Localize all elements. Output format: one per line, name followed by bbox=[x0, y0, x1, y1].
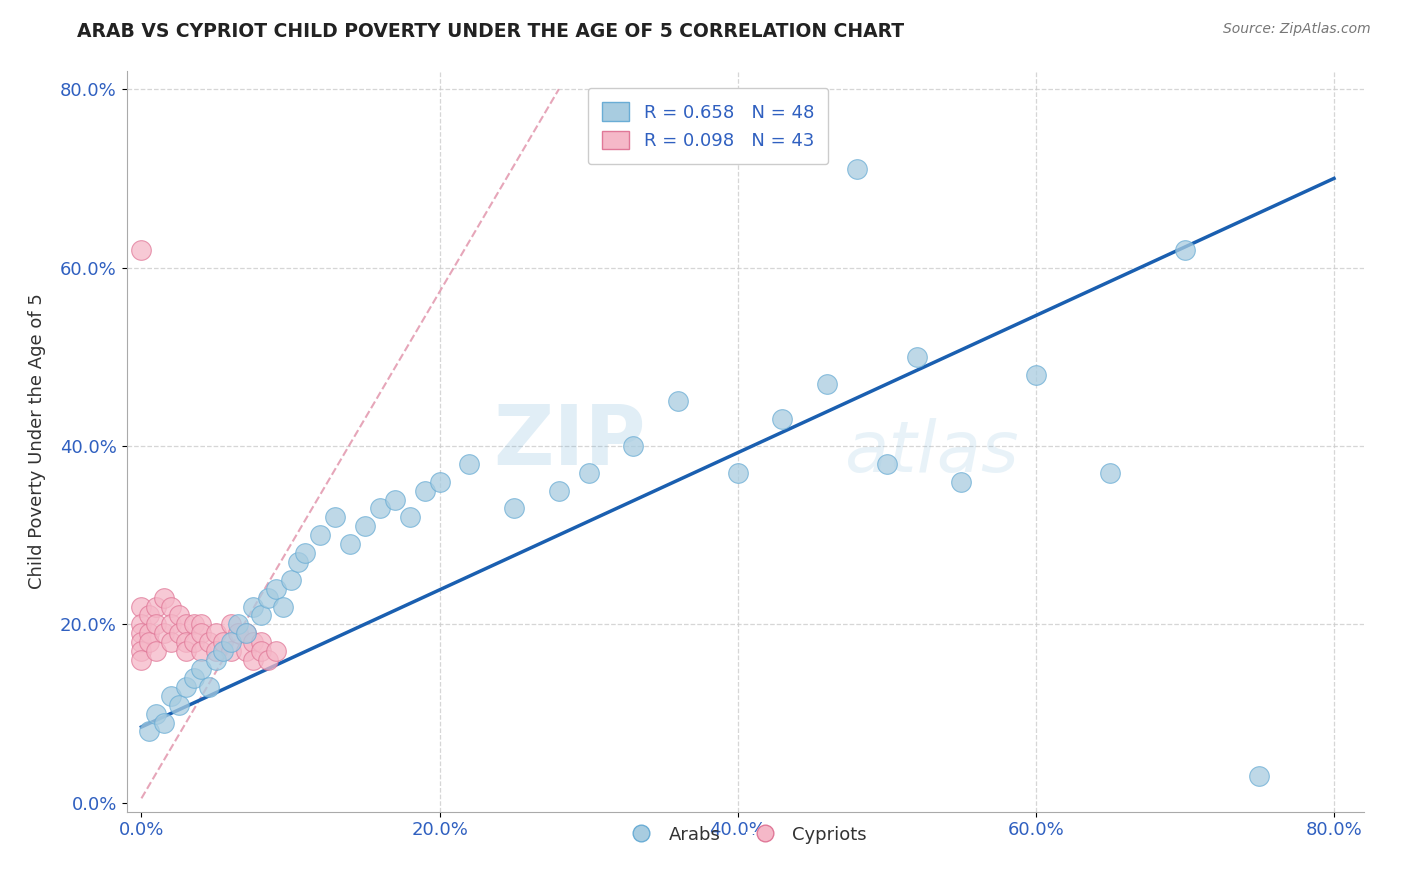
Point bbox=[197, 680, 219, 694]
Point bbox=[294, 546, 316, 560]
Point bbox=[309, 528, 332, 542]
Point bbox=[145, 599, 167, 614]
Point bbox=[339, 537, 361, 551]
Point bbox=[219, 644, 242, 658]
Point bbox=[772, 412, 794, 426]
Point bbox=[174, 635, 197, 649]
Text: Source: ZipAtlas.com: Source: ZipAtlas.com bbox=[1223, 22, 1371, 37]
Point bbox=[205, 626, 228, 640]
Point bbox=[242, 635, 264, 649]
Legend: Arabs, Cypriots: Arabs, Cypriots bbox=[616, 818, 875, 851]
Point bbox=[131, 626, 153, 640]
Point bbox=[578, 466, 600, 480]
Point bbox=[249, 608, 271, 623]
Point bbox=[138, 608, 160, 623]
Point bbox=[271, 599, 294, 614]
Point bbox=[413, 483, 436, 498]
Point bbox=[249, 644, 271, 658]
Point bbox=[815, 376, 838, 391]
Point bbox=[160, 635, 183, 649]
Point bbox=[212, 635, 235, 649]
Point bbox=[153, 626, 176, 640]
Text: ZIP: ZIP bbox=[494, 401, 647, 482]
Point bbox=[167, 626, 190, 640]
Point bbox=[160, 689, 183, 703]
Point bbox=[547, 483, 569, 498]
Point bbox=[138, 635, 160, 649]
Point bbox=[876, 457, 898, 471]
Point bbox=[727, 466, 749, 480]
Point bbox=[131, 644, 153, 658]
Point bbox=[287, 555, 309, 569]
Point bbox=[242, 599, 264, 614]
Point bbox=[666, 394, 689, 409]
Point bbox=[174, 644, 197, 658]
Point bbox=[174, 680, 197, 694]
Point bbox=[398, 510, 420, 524]
Point bbox=[264, 582, 287, 596]
Point bbox=[228, 626, 250, 640]
Point bbox=[242, 653, 264, 667]
Point bbox=[190, 662, 212, 676]
Point bbox=[190, 617, 212, 632]
Point bbox=[131, 617, 153, 632]
Point bbox=[145, 706, 167, 721]
Point bbox=[368, 501, 391, 516]
Point bbox=[264, 644, 287, 658]
Point bbox=[458, 457, 481, 471]
Point bbox=[1249, 769, 1271, 783]
Point bbox=[153, 591, 176, 605]
Point bbox=[167, 698, 190, 712]
Point bbox=[1025, 368, 1047, 382]
Point bbox=[212, 644, 235, 658]
Point bbox=[138, 724, 160, 739]
Point bbox=[205, 653, 228, 667]
Point bbox=[190, 626, 212, 640]
Point bbox=[257, 591, 280, 605]
Text: ARAB VS CYPRIOT CHILD POVERTY UNDER THE AGE OF 5 CORRELATION CHART: ARAB VS CYPRIOT CHILD POVERTY UNDER THE … bbox=[77, 22, 904, 41]
Point bbox=[131, 653, 153, 667]
Point bbox=[138, 626, 160, 640]
Point bbox=[131, 243, 153, 257]
Point bbox=[429, 475, 451, 489]
Point bbox=[235, 626, 257, 640]
Point bbox=[846, 162, 869, 177]
Point bbox=[219, 635, 242, 649]
Point bbox=[219, 617, 242, 632]
Point bbox=[183, 671, 205, 685]
Point bbox=[153, 715, 176, 730]
Point bbox=[167, 608, 190, 623]
Text: atlas: atlas bbox=[844, 418, 1019, 487]
Point bbox=[205, 644, 228, 658]
Point bbox=[354, 519, 377, 533]
Point bbox=[131, 635, 153, 649]
Point bbox=[384, 492, 406, 507]
Point bbox=[621, 439, 644, 453]
Point bbox=[249, 635, 271, 649]
Point bbox=[235, 644, 257, 658]
Y-axis label: Child Poverty Under the Age of 5: Child Poverty Under the Age of 5 bbox=[28, 293, 46, 590]
Point bbox=[905, 350, 928, 364]
Point bbox=[145, 617, 167, 632]
Point bbox=[1099, 466, 1122, 480]
Point bbox=[280, 573, 302, 587]
Point bbox=[197, 635, 219, 649]
Point bbox=[235, 626, 257, 640]
Point bbox=[183, 617, 205, 632]
Point bbox=[174, 617, 197, 632]
Point bbox=[228, 617, 250, 632]
Point bbox=[257, 653, 280, 667]
Point bbox=[950, 475, 973, 489]
Point bbox=[503, 501, 526, 516]
Point bbox=[323, 510, 346, 524]
Point bbox=[190, 644, 212, 658]
Point bbox=[131, 599, 153, 614]
Point bbox=[183, 635, 205, 649]
Point bbox=[1174, 243, 1197, 257]
Point bbox=[145, 644, 167, 658]
Point bbox=[160, 617, 183, 632]
Point bbox=[160, 599, 183, 614]
